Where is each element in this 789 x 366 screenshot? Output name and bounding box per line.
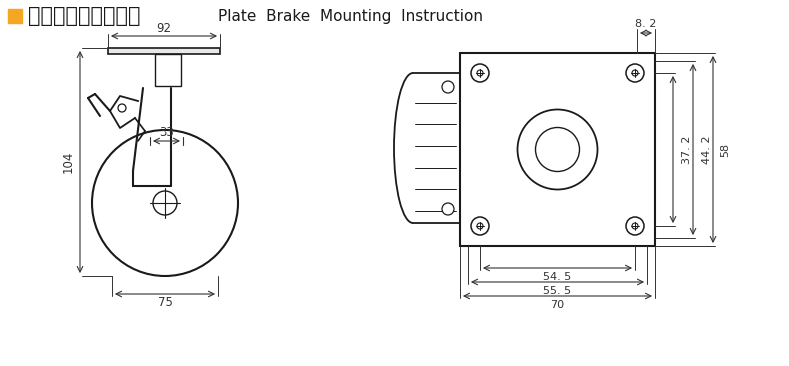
Text: 70: 70: [551, 300, 565, 310]
Circle shape: [477, 70, 483, 76]
Circle shape: [471, 64, 489, 82]
Circle shape: [477, 223, 483, 229]
Circle shape: [118, 104, 126, 112]
Text: 37. 2: 37. 2: [682, 135, 692, 164]
Text: 92: 92: [156, 22, 171, 34]
Circle shape: [442, 203, 454, 215]
Circle shape: [471, 217, 489, 235]
Circle shape: [536, 127, 579, 172]
Circle shape: [92, 130, 238, 276]
Text: 58: 58: [720, 142, 730, 157]
Circle shape: [153, 191, 177, 215]
Circle shape: [632, 223, 638, 229]
Circle shape: [626, 217, 644, 235]
Bar: [108, 48, 220, 54]
Text: 44. 2: 44. 2: [702, 135, 712, 164]
Text: 平顶刹车安装尺寸图: 平顶刹车安装尺寸图: [28, 6, 140, 26]
Bar: [8, 9, 22, 23]
Bar: [460, 53, 655, 246]
Circle shape: [632, 70, 638, 76]
Circle shape: [626, 64, 644, 82]
Text: 104: 104: [62, 151, 74, 173]
Text: 54. 5: 54. 5: [544, 272, 571, 282]
Circle shape: [442, 81, 454, 93]
Text: 55. 5: 55. 5: [544, 286, 571, 296]
Text: 33: 33: [159, 126, 174, 138]
Text: Plate  Brake  Mounting  Instruction: Plate Brake Mounting Instruction: [218, 8, 483, 23]
Text: 75: 75: [158, 295, 173, 309]
Text: 8. 2: 8. 2: [635, 19, 656, 29]
Bar: [155, 54, 181, 86]
Circle shape: [518, 109, 597, 190]
